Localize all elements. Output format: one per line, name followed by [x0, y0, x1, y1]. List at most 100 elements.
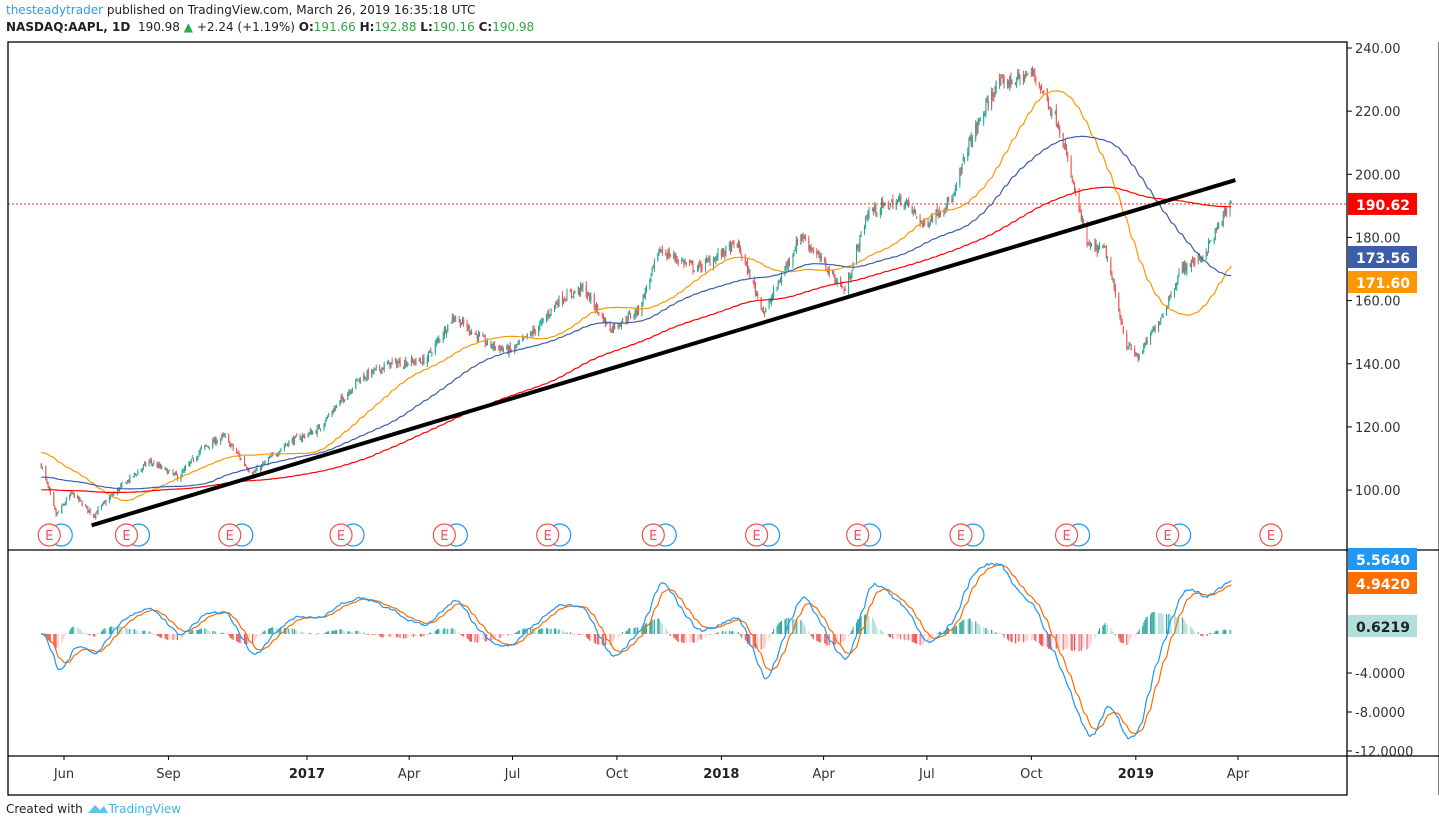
candle [230, 443, 232, 449]
earnings-label: E [440, 529, 448, 544]
candle-body [811, 249, 813, 251]
histogram-bar [148, 631, 150, 634]
candle-body [722, 248, 724, 255]
candle-body [280, 449, 282, 451]
candle-body [549, 314, 551, 317]
candle-body [111, 494, 113, 496]
high-label: H: [359, 20, 375, 34]
candle-body [1121, 321, 1123, 325]
candle [657, 252, 659, 262]
candle [555, 301, 557, 310]
histogram-bar [286, 628, 288, 634]
histogram-bar [452, 628, 454, 634]
candle-body [1014, 82, 1016, 84]
candle [299, 434, 301, 441]
candle-body [415, 358, 417, 364]
author-link[interactable]: thesteadytrader [6, 3, 104, 17]
candle-body [924, 220, 926, 223]
candle-body [508, 346, 510, 355]
candle-body [1024, 76, 1026, 82]
candle [723, 248, 725, 258]
candle [883, 202, 885, 209]
histogram-bar [1059, 634, 1061, 649]
candle-body [916, 216, 918, 218]
candle-body [77, 496, 79, 499]
candle [699, 259, 701, 268]
candle [1205, 248, 1207, 261]
histogram-bar [708, 634, 710, 635]
earnings-circle-icon [432, 523, 456, 547]
candle [538, 325, 540, 337]
candle [271, 451, 273, 458]
tradingview-link[interactable]: TradingView [108, 802, 182, 816]
candle [167, 470, 169, 474]
histogram-bar [627, 628, 629, 634]
histogram-bar [374, 634, 376, 636]
histogram-bar [431, 632, 433, 634]
histogram-bar [191, 629, 193, 634]
histogram-bar [717, 631, 719, 634]
candle-body [127, 480, 129, 484]
histogram-bar [239, 634, 241, 644]
candle [120, 482, 122, 488]
candle-body [645, 288, 647, 290]
histogram-bar [509, 634, 511, 635]
histogram-bar [1178, 617, 1180, 634]
histogram-bar [937, 633, 939, 634]
candle-body [565, 299, 567, 301]
candle [986, 95, 988, 103]
candle-body [212, 440, 214, 449]
histogram-bar [450, 628, 452, 634]
candle [724, 250, 726, 260]
candle [858, 243, 860, 253]
candle [229, 440, 231, 447]
histogram-bar [1086, 634, 1088, 650]
candle-body [166, 469, 168, 475]
candle-body [501, 346, 503, 350]
candle-body [86, 506, 88, 508]
candle-body [569, 291, 571, 293]
candle-body [1185, 264, 1187, 271]
candle-body [954, 188, 956, 195]
histogram-bar [555, 628, 557, 634]
candle-body [356, 379, 358, 381]
candle-body [144, 462, 146, 465]
candle-body [731, 242, 733, 252]
candle-body [660, 250, 662, 253]
histogram-bar [494, 634, 496, 639]
histogram-bar [1118, 634, 1120, 639]
candle-body [1144, 343, 1146, 345]
candle [1001, 74, 1003, 79]
candle-body [110, 496, 112, 499]
candle-body [644, 288, 646, 298]
histogram-bar [903, 634, 905, 641]
candle-body [701, 267, 703, 269]
earnings-circle-icon [1259, 523, 1283, 547]
candle [844, 285, 846, 291]
histogram-bar [959, 622, 961, 634]
histogram-bar [1222, 629, 1224, 634]
candle-body [372, 370, 374, 373]
histogram-bar [355, 630, 357, 634]
histogram-bar [1170, 615, 1172, 634]
histogram-bar [506, 634, 508, 636]
candle-body [65, 498, 67, 504]
candle [1213, 237, 1215, 245]
candle-body [81, 502, 83, 506]
candle-body [1098, 245, 1100, 248]
histogram-bar [531, 628, 533, 634]
candle [149, 457, 151, 464]
candle [673, 250, 675, 260]
macd-pane[interactable] [40, 562, 1232, 740]
histogram-bar [1075, 634, 1077, 650]
histogram-bar [1042, 634, 1044, 647]
candle-body [852, 262, 854, 270]
chart-frame [7, 41, 1348, 796]
candle-body [184, 466, 186, 469]
symbol-legend: NASDAQ:AAPL, 1D 190.98 ▲ +2.24 (+1.19%) … [6, 20, 534, 34]
histogram-bar [602, 634, 604, 646]
histogram-bar [682, 634, 684, 643]
candle-body [1112, 280, 1114, 282]
